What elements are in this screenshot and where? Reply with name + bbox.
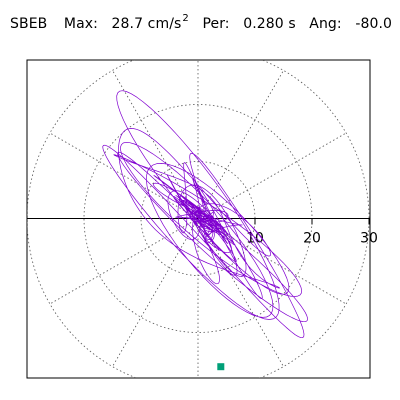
max-value: 28.7 cm/s bbox=[111, 16, 182, 32]
grid-spoke-120 bbox=[112, 70, 199, 219]
radial-ticks: 10 20 30 bbox=[246, 218, 378, 247]
angle-label: Ang: bbox=[309, 16, 342, 32]
grid-spoke-60 bbox=[197, 70, 284, 219]
period-label: Per: bbox=[202, 16, 230, 32]
orbit-path bbox=[102, 90, 308, 339]
grid-spoke-240 bbox=[112, 218, 199, 367]
max-exponent: 2 bbox=[182, 13, 189, 24]
period-value: 0.280 s bbox=[243, 16, 296, 32]
grid-spoke-210 bbox=[49, 218, 199, 305]
tick-label-20: 20 bbox=[303, 231, 321, 247]
tick-label-30: 30 bbox=[360, 231, 378, 247]
grid-spoke-30 bbox=[197, 132, 347, 219]
orbit-trace bbox=[102, 90, 308, 339]
plot-header: SBEB Max: 28.7 cm/s2 Per: 0.280 s Ang: -… bbox=[10, 13, 393, 32]
max-label: Max: bbox=[63, 16, 98, 32]
grid-spoke-330 bbox=[197, 218, 347, 305]
angle-value: -80.0 bbox=[355, 16, 393, 32]
station-code: SBEB bbox=[10, 16, 48, 32]
grid-spoke-300 bbox=[197, 218, 284, 367]
end-marker bbox=[217, 363, 225, 371]
grid-spoke-150 bbox=[49, 132, 199, 219]
